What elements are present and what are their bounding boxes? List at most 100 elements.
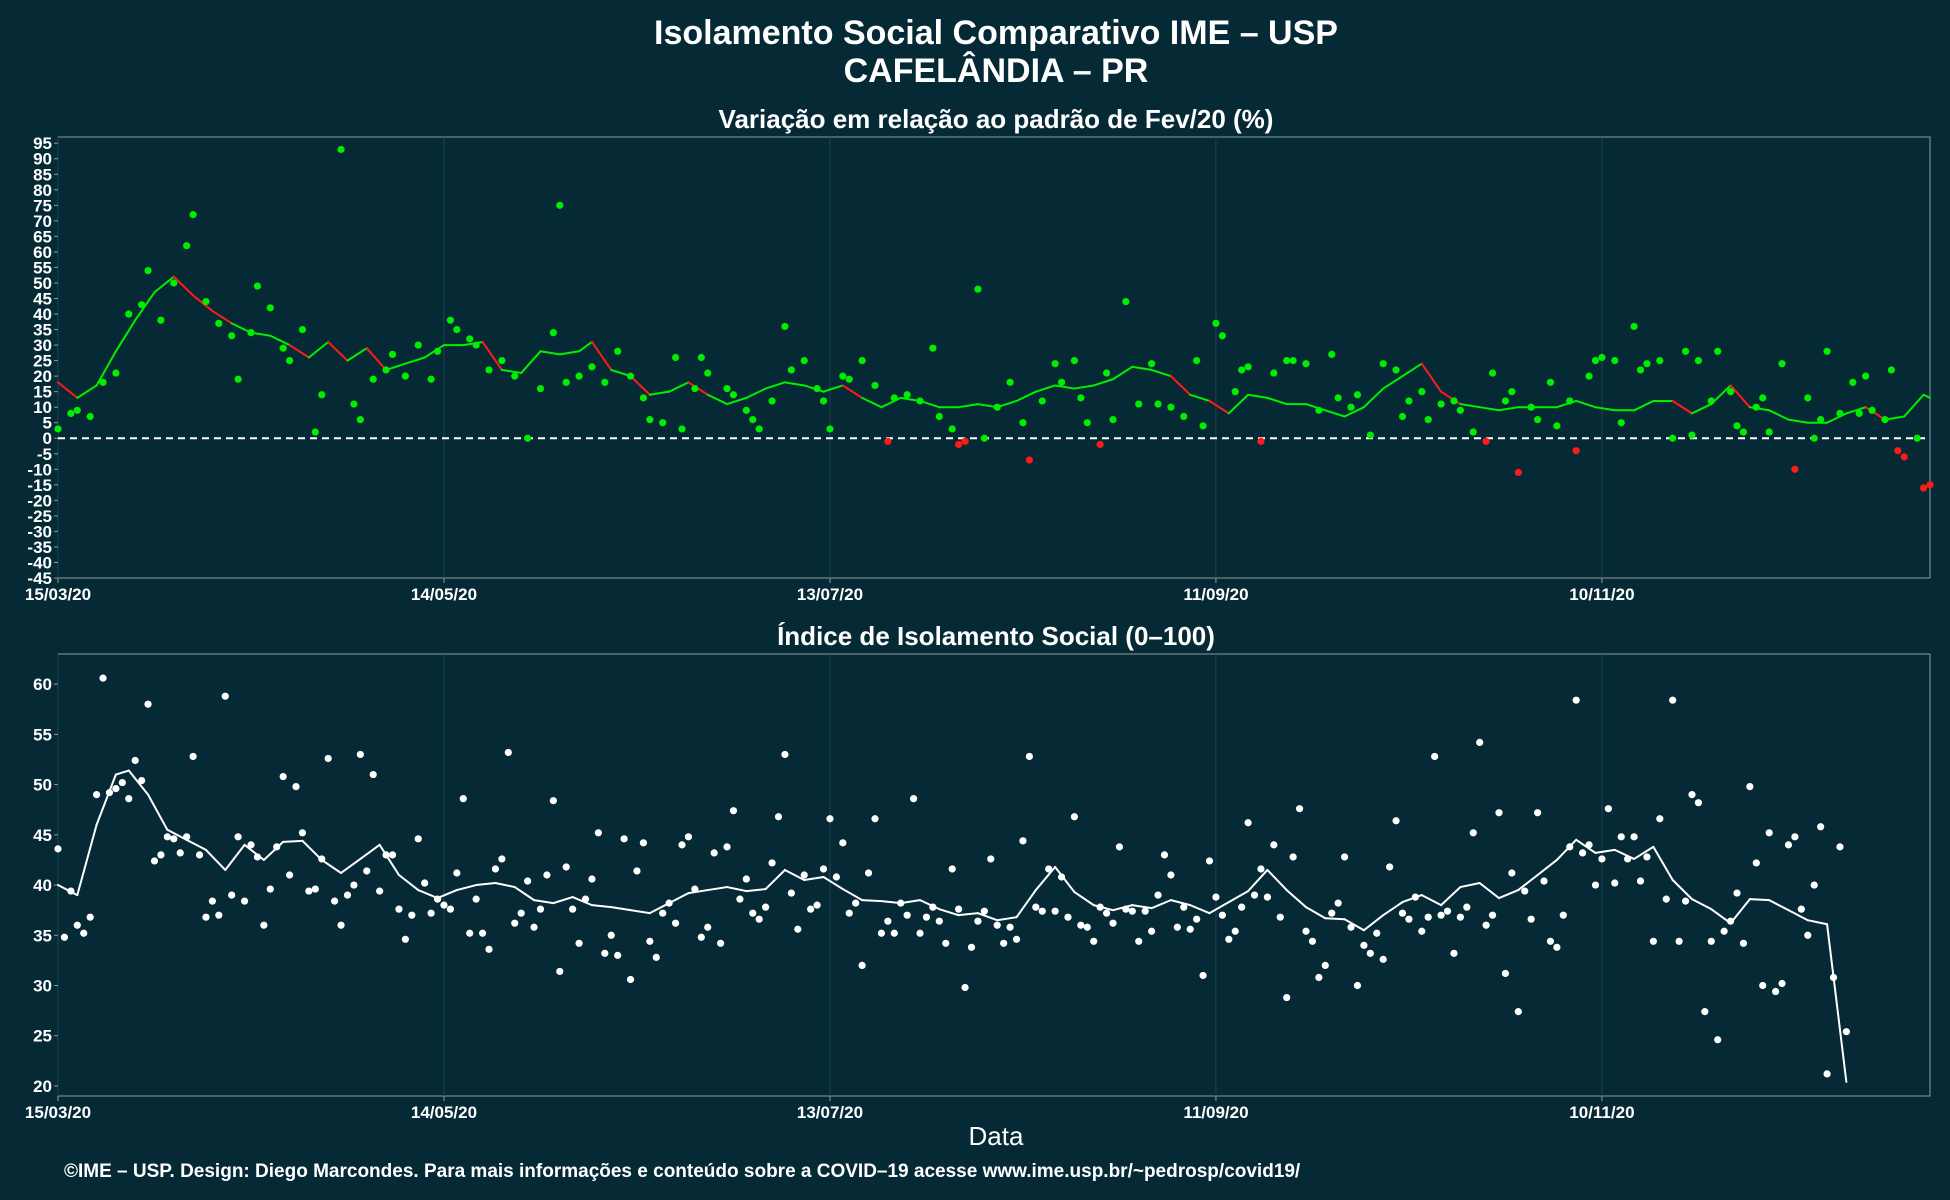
- moving-average-segment: [1497, 889, 1520, 900]
- daily-point: [614, 951, 622, 959]
- daily-point: [1604, 805, 1612, 813]
- daily-point: [607, 931, 615, 939]
- moving-average-segment: [1150, 368, 1172, 378]
- moving-average-segment: [1440, 886, 1462, 907]
- daily-point: [549, 797, 557, 805]
- daily-point: [1353, 981, 1362, 990]
- moving-average-segment: [1112, 365, 1134, 381]
- daily-point: [395, 905, 403, 913]
- moving-average-segment: [262, 840, 285, 861]
- moving-average-segment: [520, 350, 542, 375]
- daily-point: [318, 855, 326, 863]
- daily-point: [1102, 369, 1111, 377]
- daily-point: [1231, 388, 1239, 396]
- moving-average-segment: [1054, 384, 1076, 390]
- daily-point: [331, 897, 339, 905]
- daily-point: [826, 425, 834, 433]
- daily-point: [980, 434, 988, 442]
- daily-point: [1340, 853, 1349, 861]
- daily-point: [1527, 915, 1535, 923]
- moving-average-segment: [1420, 362, 1443, 393]
- moving-average-segment: [1671, 879, 1693, 901]
- daily-point: [755, 425, 763, 433]
- daily-point: [562, 863, 570, 871]
- daily-point: [1643, 360, 1651, 368]
- daily-point: [54, 425, 62, 433]
- moving-average-segment: [629, 375, 651, 396]
- daily-point: [626, 372, 635, 380]
- daily-point: [1688, 431, 1696, 439]
- daily-point: [762, 903, 770, 911]
- daily-point: [292, 783, 300, 791]
- daily-point: [768, 397, 776, 405]
- daily-point: [1424, 416, 1432, 424]
- daily-point: [1225, 935, 1233, 943]
- daily-point: [639, 839, 648, 847]
- daily-point: [1283, 993, 1291, 1002]
- daily-point: [1057, 378, 1066, 386]
- daily-point: [1585, 841, 1593, 849]
- moving-average-segment: [1034, 384, 1057, 393]
- daily-point: [1083, 419, 1091, 427]
- daily-point: [1900, 453, 1908, 461]
- daily-point: [1424, 913, 1432, 921]
- daily-point: [1398, 909, 1407, 917]
- daily-point: [1553, 422, 1561, 430]
- moving-average-segment: [578, 340, 593, 353]
- moving-average-segment: [1633, 399, 1655, 412]
- moving-average-segment: [1343, 918, 1365, 932]
- moving-average-segment: [745, 888, 767, 893]
- y-tick-label: 30: [33, 336, 52, 355]
- moving-average-segment: [1787, 418, 1809, 424]
- moving-average-segment: [307, 340, 330, 359]
- daily-point: [993, 403, 1001, 411]
- y-tick-label: 20: [33, 367, 52, 386]
- figure-title-line1: Isolamento Social Comparativo IME – USP: [654, 14, 1338, 52]
- y-tick-label: 0: [43, 429, 52, 448]
- daily-point: [935, 412, 943, 421]
- daily-point: [1707, 397, 1715, 405]
- daily-point: [1141, 907, 1149, 915]
- daily-point: [1373, 929, 1381, 937]
- daily-point: [671, 919, 680, 927]
- daily-point: [1025, 752, 1033, 761]
- daily-point: [575, 939, 583, 947]
- daily-point: [852, 899, 860, 907]
- daily-point: [1598, 855, 1606, 863]
- daily-point: [665, 899, 673, 907]
- daily-point: [1122, 905, 1130, 913]
- daily-point: [311, 885, 319, 893]
- daily-point: [1270, 369, 1278, 377]
- daily-point: [948, 865, 956, 873]
- y-tick-label: 30: [33, 977, 52, 996]
- moving-average-segment: [1382, 375, 1404, 390]
- daily-point: [1514, 1008, 1522, 1016]
- moving-average-segment: [1266, 868, 1288, 892]
- moving-average-segment: [500, 368, 523, 375]
- daily-point: [588, 363, 596, 371]
- moving-average-segment: [957, 403, 979, 409]
- y-tick-label: 85: [33, 165, 52, 184]
- daily-point: [1566, 843, 1574, 851]
- moving-average-segment: [95, 350, 117, 387]
- x-tick-label: 15/03/20: [25, 585, 91, 604]
- daily-point: [337, 921, 345, 929]
- daily-point: [1463, 903, 1471, 911]
- daily-point: [183, 833, 191, 841]
- daily-point: [1476, 738, 1484, 747]
- daily-point: [884, 917, 892, 925]
- moving-average-segment: [417, 889, 439, 900]
- daily-point: [459, 795, 467, 803]
- daily-point: [150, 857, 159, 865]
- moving-average-segment: [706, 393, 729, 406]
- daily-point: [1624, 855, 1632, 863]
- daily-point: [67, 887, 75, 895]
- moving-average-segment: [114, 769, 130, 776]
- daily-point: [1135, 400, 1143, 408]
- daily-point: [781, 750, 789, 759]
- daily-point: [1315, 973, 1323, 982]
- daily-point: [768, 859, 776, 867]
- daily-point: [684, 833, 693, 841]
- daily-point: [710, 849, 718, 857]
- moving-average-segment: [224, 843, 246, 871]
